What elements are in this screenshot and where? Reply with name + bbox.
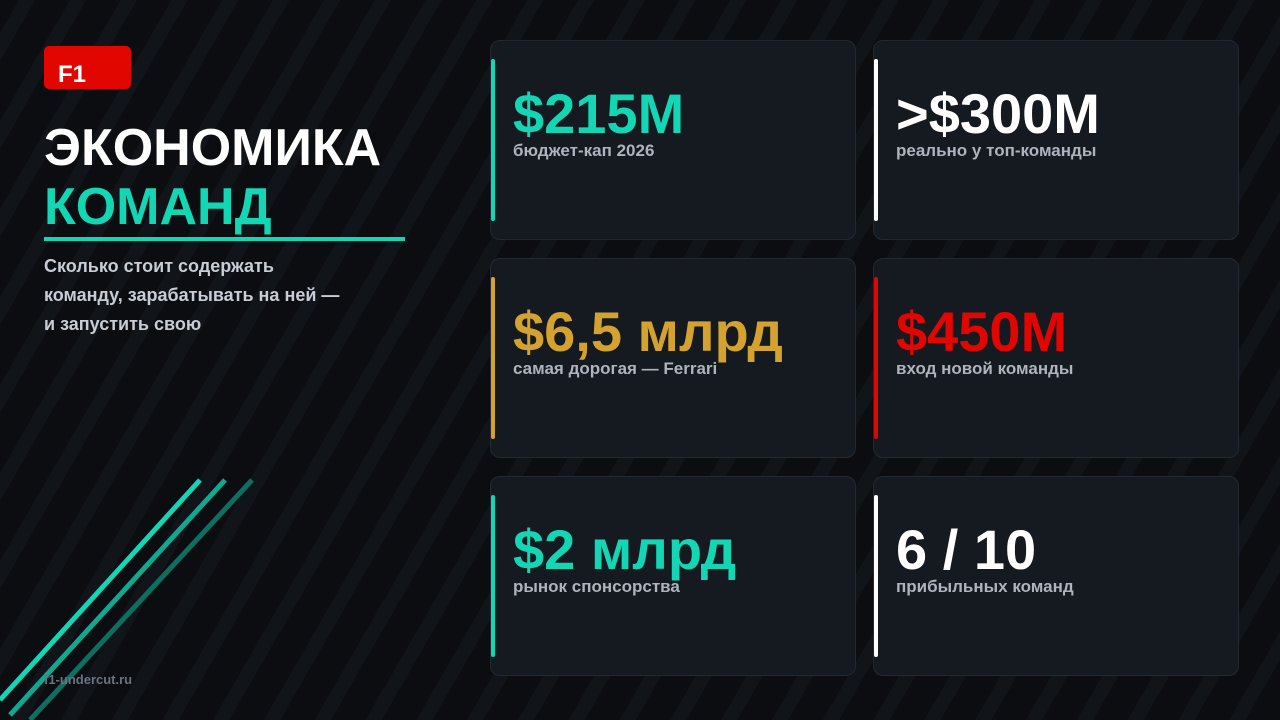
accent-bar xyxy=(491,495,495,657)
accent-bar xyxy=(874,59,878,221)
subtitle: Сколько стоит содержать команду, зарабат… xyxy=(44,256,340,334)
stat-label: реально у топ-команды xyxy=(896,141,1097,160)
accent-bar xyxy=(491,59,495,221)
stat-label: прибыльных команд xyxy=(896,577,1074,596)
accent-bar xyxy=(874,495,878,657)
stat-value: $215M xyxy=(513,82,685,145)
stat-label: самая дорогая — Ferrari xyxy=(513,359,718,378)
stat-card: $2 млрд рынок спонсорства xyxy=(490,476,856,676)
stat-label: рынок спонсорства xyxy=(513,577,680,596)
stat-label: бюджет-кап 2026 xyxy=(513,141,655,160)
accent-bar xyxy=(874,277,878,439)
title-line2: КОМАНД xyxy=(44,177,405,241)
stat-card: $215M бюджет-кап 2026 xyxy=(490,40,856,240)
stat-value: $2 млрд xyxy=(513,518,737,581)
stat-card: $6,5 млрд самая дорогая — Ferrari xyxy=(490,258,856,458)
stat-value: $450M xyxy=(896,300,1068,363)
accent-bar xyxy=(491,277,495,439)
stat-card: $450M вход новой команды xyxy=(873,258,1239,458)
stat-card: >$300M реально у топ-команды xyxy=(873,40,1239,240)
stat-value: >$300M xyxy=(896,82,1100,145)
stat-value: 6 / 10 xyxy=(896,518,1037,581)
decoration xyxy=(0,478,254,720)
stat-card: 6 / 10 прибыльных команд xyxy=(873,476,1239,676)
badge: F1 xyxy=(44,46,131,89)
stat-value: $6,5 млрд xyxy=(513,300,783,363)
stat-label: вход новой команды xyxy=(896,359,1074,378)
footer: f1-undercut.ru xyxy=(44,672,133,687)
title-line1: ЭКОНОМИКА xyxy=(44,119,382,177)
